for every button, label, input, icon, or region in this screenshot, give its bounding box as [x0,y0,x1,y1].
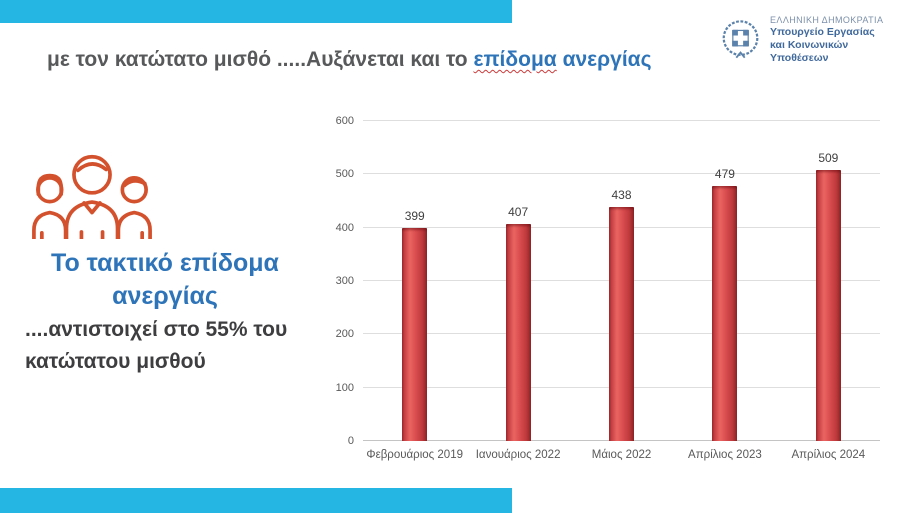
ministry-logo-text: ΕΛΛΗΝΙΚΗ ΔΗΜΟΚΡΑΤΙΑ Υπουργείο Εργασίας κ… [770,15,900,64]
x-tick-label: Ιανουάριος 2022 [475,449,561,461]
title-blue-underlined-part: επίδομα [473,48,557,71]
y-tick-label-200: 200 [335,328,354,341]
bar-4: 479 [712,167,738,441]
bottom-accent-band [0,488,512,513]
bar-3: 438 [609,188,635,441]
y-tick-label-100: 100 [335,381,354,394]
greek-coat-of-arms-icon [722,19,759,58]
slide-title: με τον κατώτατο μισθό .....Αυξάνεται και… [47,48,867,72]
logo-line-ministry2: και Κοινωνικών Υποθέσεων [770,38,849,64]
bars-row: 399 Φεβρουάριος 2019 407 Ιανουάριος 2022 438… [363,121,880,461]
logo-line-republic: ΕΛΛΗΝΙΚΗ ΔΗΜΟΚΡΑΤΙΑ [770,15,884,25]
y-tick-label-400: 400 [335,221,354,234]
top-accent-band [0,0,512,23]
logo-line-ministry: Υπουργείο Εργασίας [770,25,875,38]
x-tick-label: Απρίλιος 2023 [688,449,762,461]
bar-value-label: 438 [611,188,632,203]
bar-1: 399 [402,209,428,441]
bar-value-label: 399 [404,209,425,224]
panel-subtitle: ....αντιστοιχεί στο 55% του κατώτατου μι… [25,314,325,377]
bar-2: 407 [505,205,531,441]
y-tick-label-600: 600 [335,115,354,127]
ministry-logo: ΕΛΛΗΝΙΚΗ ΔΗΜΟΚΡΑΤΙΑ Υπουργείο Εργασίας κ… [720,15,900,64]
panel-subtitle-line1: ....αντιστοιχεί στο 55% του [25,318,288,341]
panel-heading-line2: ανεργίας [112,282,218,310]
x-tick-label: Απρίλιος 2024 [791,449,866,461]
y-tick-label-0: 0 [347,435,354,447]
bar-column-5: 509 Απρίλιος 2024 [777,121,880,461]
title-gray-part: με τον κατώτατο μισθό .....Αυξάνεται και… [47,48,468,71]
panel-heading: Το τακτικό επίδομα ανεργίας [8,247,322,313]
panel-subtitle-line2: κατώτατου μισθού [25,349,206,373]
gridline-500 [363,173,880,175]
x-tick-label: Μάιος 2022 [591,449,652,461]
x-tick-label: Φεβρουάριος 2019 [366,449,463,461]
gridline-600 [363,120,880,121]
bar-column-2: 407 Ιανουάριος 2022 [466,121,569,461]
title-blue-part: ανεργίας [562,48,652,71]
bar-value-label: 407 [508,204,529,219]
bar-column-4: 479 Απρίλιος 2023 [673,121,776,461]
panel-heading-line1: Το τακτικό επίδομα [51,249,279,277]
unemployment-benefit-bar-chart: 0 100 200 300 400 500 600 399 Φεβρουάριος 2019 4… [336,115,880,461]
people-group-icon [32,154,152,239]
bar-5: 509 [815,151,841,441]
bar-value-label: 479 [714,166,735,181]
y-tick-label-300: 300 [335,275,354,287]
y-tick-label-500: 500 [335,168,354,181]
bar-column-3: 438 Μάιος 2022 [570,121,673,461]
bar-column-1: 399 Φεβρουάριος 2019 [363,121,466,461]
bar-value-label: 509 [818,150,839,165]
